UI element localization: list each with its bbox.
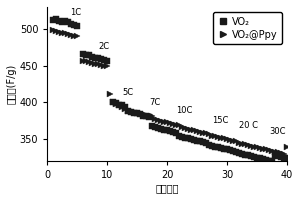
Y-axis label: 比容量(F/g): 比容量(F/g) <box>7 64 17 104</box>
Text: 30C: 30C <box>269 127 286 136</box>
Text: 5C: 5C <box>122 88 133 97</box>
X-axis label: 循环次数: 循环次数 <box>155 183 179 193</box>
Legend: VO₂, VO₂@Ppy: VO₂, VO₂@Ppy <box>213 12 282 44</box>
Text: 20 C: 20 C <box>239 121 258 130</box>
Text: 7C: 7C <box>149 98 160 107</box>
Text: 1C: 1C <box>70 8 81 17</box>
Text: 10C: 10C <box>176 106 193 115</box>
Text: 15C: 15C <box>212 116 228 125</box>
Text: 2C: 2C <box>98 42 109 51</box>
